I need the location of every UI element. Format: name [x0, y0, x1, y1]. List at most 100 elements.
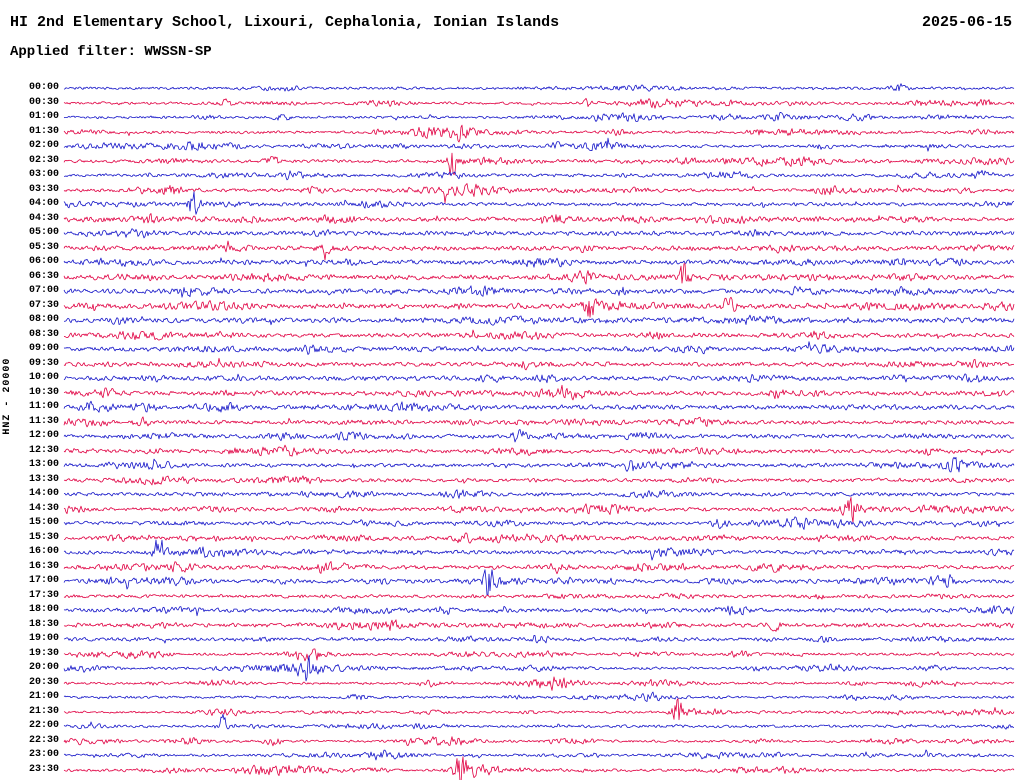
trace-row: 03:00 [0, 168, 1024, 183]
trace-row: 23:00 [0, 748, 1024, 763]
header: HI 2nd Elementary School, Lixouri, Cepha… [10, 14, 1012, 31]
seismic-trace [63, 212, 1015, 224]
trace-row: 18:00 [0, 603, 1024, 618]
trace-time-label: 04:00 [28, 198, 59, 209]
seismic-trace [63, 691, 1015, 702]
trace-row: 21:00 [0, 690, 1024, 705]
trace-time-label: 21:00 [28, 691, 59, 702]
trace-time-label: 02:00 [28, 140, 59, 151]
trace-time-label: 19:00 [28, 633, 59, 644]
seismic-trace [63, 569, 1015, 596]
trace-row: 19:00 [0, 632, 1024, 647]
trace-row: 11:30 [0, 415, 1024, 430]
seismic-trace [63, 749, 1015, 761]
seismic-trace [63, 400, 1015, 413]
seismic-trace [63, 357, 1015, 370]
trace-time-label: 01:00 [28, 111, 59, 122]
trace-row: 00:30 [0, 96, 1024, 111]
trace-time-label: 11:30 [28, 415, 59, 427]
trace-row: 01:30 [0, 124, 1024, 142]
seismic-trace [63, 191, 1015, 215]
trace-row: 15:30 [0, 531, 1024, 546]
trace-row: 22:30 [0, 734, 1024, 749]
seismic-trace [63, 713, 1015, 730]
trace-time-label: 17:00 [28, 575, 59, 586]
page-title: HI 2nd Elementary School, Lixouri, Cepha… [10, 14, 560, 31]
trace-time-label: 09:30 [28, 357, 59, 369]
seismic-trace [63, 137, 1015, 152]
seismic-trace [63, 152, 1015, 175]
trace-row: 09:00 [0, 341, 1024, 357]
trace-time-label: 06:00 [28, 256, 59, 267]
trace-row: 17:30 [0, 589, 1024, 604]
trace-row: 06:30 [0, 262, 1024, 285]
seismic-trace [63, 415, 1015, 427]
trace-row: 08:00 [0, 313, 1024, 328]
trace-row: 06:00 [0, 255, 1024, 270]
trace-time-label: 12:00 [28, 430, 59, 441]
trace-time-label: 09:00 [28, 343, 59, 354]
trace-row: 12:00 [0, 429, 1024, 444]
trace-row: 17:00 [0, 569, 1024, 596]
trace-time-label: 12:30 [28, 444, 59, 456]
trace-time-label: 04:30 [28, 212, 59, 224]
seismic-trace [63, 329, 1015, 341]
trace-time-label: 08:30 [28, 328, 59, 340]
seismic-trace [63, 83, 1015, 92]
trace-time-label: 00:00 [28, 82, 59, 93]
trace-time-label: 03:30 [28, 183, 59, 195]
seismic-trace [63, 676, 1015, 691]
seismic-trace [63, 373, 1015, 384]
trace-row: 23:30 [0, 755, 1024, 780]
trace-time-label: 16:30 [28, 560, 59, 572]
trace-time-label: 07:30 [28, 299, 59, 311]
trace-row: 02:00 [0, 137, 1024, 154]
trace-row: 10:00 [0, 371, 1024, 386]
trace-row: 00:00 [0, 81, 1024, 96]
trace-time-label: 10:30 [28, 386, 59, 398]
trace-row: 13:30 [0, 473, 1024, 488]
seismic-trace [63, 489, 1015, 499]
trace-row: 11:00 [0, 400, 1024, 415]
trace-time-label: 18:00 [28, 604, 59, 615]
trace-row: 19:30 [0, 647, 1024, 662]
seismic-trace [63, 314, 1015, 326]
trace-row: 05:00 [0, 226, 1024, 241]
seismic-trace [63, 169, 1015, 181]
trace-time-label: 11:00 [28, 401, 59, 412]
trace-row: 14:30 [0, 496, 1024, 523]
seismic-trace [63, 97, 1015, 109]
trace-time-label: 17:30 [28, 589, 59, 601]
trace-time-label: 13:00 [28, 459, 59, 470]
trace-time-label: 00:30 [28, 96, 59, 108]
seismic-trace [63, 296, 1015, 318]
trace-time-label: 14:00 [28, 488, 59, 499]
seismic-trace [63, 341, 1015, 355]
trace-row: 10:30 [0, 384, 1024, 401]
trace-row: 13:00 [0, 456, 1024, 473]
trace-time-label: 18:30 [28, 618, 59, 630]
seismic-trace [63, 531, 1015, 544]
trace-row: 04:00 [0, 191, 1024, 215]
trace-time-label: 20:00 [28, 662, 59, 673]
trace-time-label: 13:30 [28, 473, 59, 485]
seismic-trace [63, 285, 1015, 298]
trace-row: 15:00 [0, 516, 1024, 531]
trace-time-label: 07:00 [28, 285, 59, 296]
applied-filter-label: Applied filter: WWSSN-SP [10, 44, 212, 60]
trace-time-label: 16:00 [28, 546, 59, 557]
seismic-trace [63, 634, 1015, 644]
trace-row: 07:00 [0, 284, 1024, 299]
trace-time-label: 22:00 [28, 720, 59, 731]
seismic-trace [63, 655, 1015, 682]
seismic-trace [63, 240, 1015, 260]
trace-row: 18:30 [0, 618, 1024, 633]
trace-time-label: 15:30 [28, 531, 59, 543]
trace-time-label: 14:30 [28, 502, 59, 514]
trace-time-label: 01:30 [28, 125, 59, 137]
seismic-trace [63, 384, 1015, 400]
seismic-trace [63, 648, 1015, 661]
trace-time-label: 08:00 [28, 314, 59, 325]
helicorder-trace-area: 00:00 00:30 01:00 01:30 02:00 02:30 03:00 03:30… [0, 81, 1024, 780]
seismic-trace [63, 592, 1015, 600]
